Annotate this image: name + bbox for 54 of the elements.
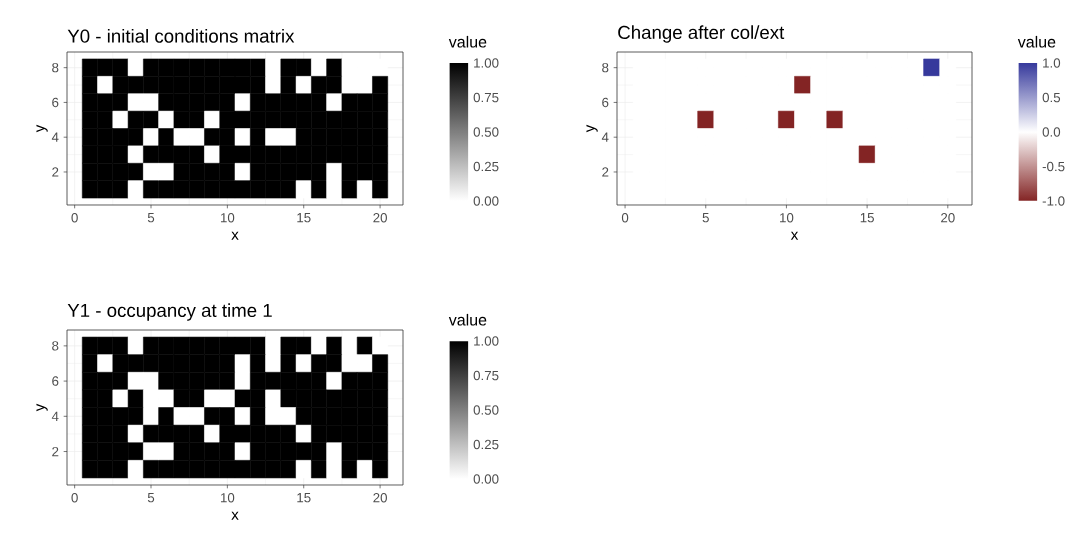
color-bar-label: 1.00 [474, 58, 499, 68]
x-tick-label: 15 [297, 213, 311, 223]
x-tick-label: 10 [220, 213, 235, 223]
color-bar-label: 0.00 [473, 196, 499, 206]
y-tick-label: 6 [52, 376, 59, 386]
y-tick-label: 2 [602, 167, 609, 177]
y-tick-label: 8 [602, 62, 609, 73]
color-bar-label: 0.50 [473, 127, 499, 137]
y-tick-label: 6 [602, 97, 609, 108]
y-tick-label: 8 [52, 62, 59, 73]
color-bar-label: 1.0 [1043, 58, 1061, 68]
x-tick-label: 10 [780, 213, 794, 223]
x-tick-label: 5 [147, 493, 155, 503]
y-axis-title: y [586, 124, 598, 133]
color-bar-title: value [448, 313, 487, 326]
x-axis-title: x [231, 231, 239, 240]
color-bar-label: 0.25 [473, 161, 499, 172]
y-tick-label: 4 [601, 132, 609, 142]
y-tick-label: 2 [52, 446, 59, 457]
color-bar-label: 0.50 [473, 405, 499, 415]
color-bar-title: value [1017, 35, 1056, 48]
color-bar-label: -1.0 [1042, 196, 1065, 206]
x-tick-label: 20 [373, 213, 387, 223]
x-tick-label: 15 [860, 213, 874, 223]
x-tick-label: 5 [702, 213, 709, 223]
x-axis-title: x [790, 231, 799, 240]
color-bar-label: -0.5 [1042, 161, 1065, 172]
y-axis-title: y [36, 403, 48, 412]
color-bar-label: 0.25 [473, 439, 499, 450]
x-tick-label: 10 [220, 493, 235, 503]
color-bar-title: value [448, 35, 487, 48]
color-bar-label: 0.0 [1042, 127, 1061, 137]
x-tick-label: 5 [147, 213, 155, 223]
x-tick-label: 20 [373, 493, 387, 503]
color-bar-label: 0.75 [473, 370, 499, 381]
y-tick-label: 6 [52, 97, 59, 108]
x-tick-label: 0 [71, 493, 78, 503]
color-bar-label: 0.5 [1042, 92, 1061, 103]
y-tick-label: 4 [51, 411, 59, 421]
x-tick-label: 0 [621, 213, 629, 223]
x-axis-title: x [231, 511, 239, 520]
x-tick-label: 0 [71, 213, 78, 223]
y-tick-label: 8 [52, 341, 59, 351]
color-bar-label: 0.00 [473, 474, 499, 484]
x-tick-label: 20 [941, 213, 955, 223]
chart-title: Change after col/ext [618, 25, 785, 43]
color-bar-label: 0.75 [473, 92, 499, 103]
chart-title: Y0 - initial conditions matrix [67, 29, 295, 43]
chart-title: Y1 - occupancy at time 1 [67, 303, 272, 321]
y-axis-title: y [36, 124, 48, 133]
y-tick-label: 4 [51, 132, 59, 142]
x-tick-label: 15 [297, 493, 311, 503]
y-tick-label: 2 [52, 167, 59, 177]
color-bar-label: 1.00 [474, 336, 499, 346]
